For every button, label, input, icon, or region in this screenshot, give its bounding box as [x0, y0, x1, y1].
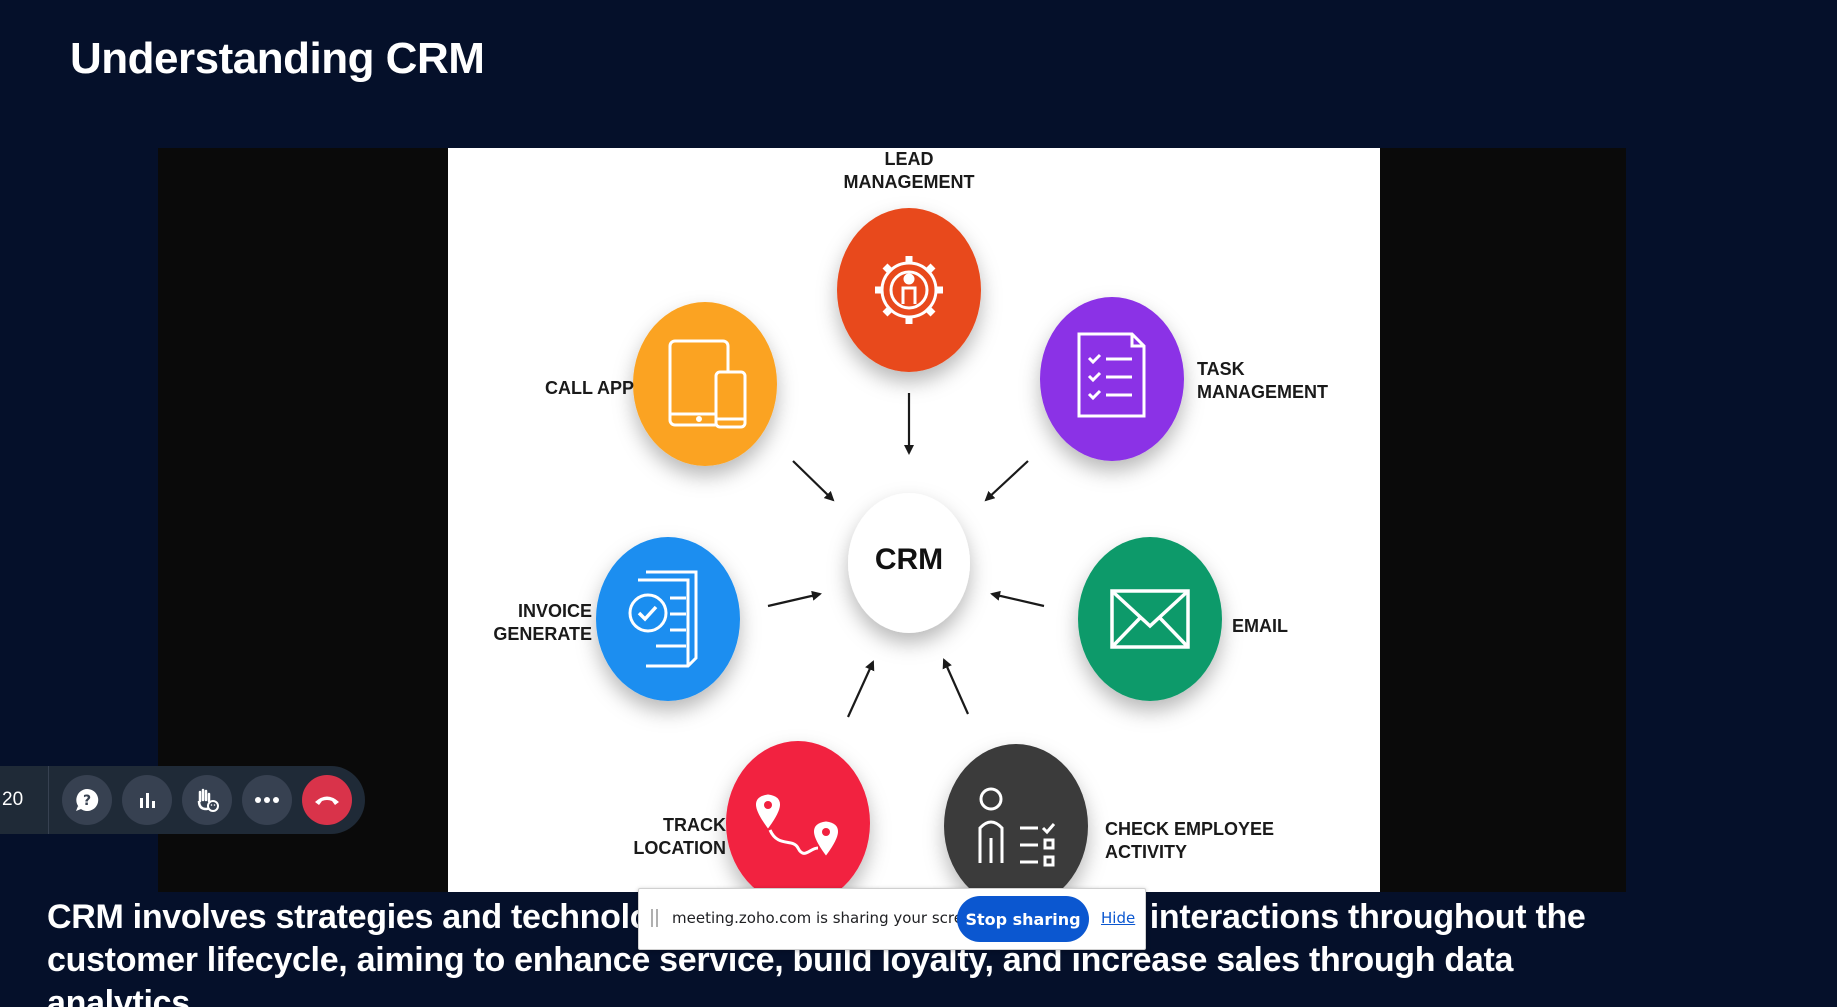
call-app-label: CALL APP: [544, 378, 634, 398]
arrow-invoice: [767, 590, 822, 608]
envelope-icon: [1110, 589, 1190, 649]
poll-icon: [140, 793, 155, 808]
more-icon: [255, 797, 279, 803]
invoice-check-icon: [628, 570, 698, 668]
track-location-node: [726, 741, 870, 892]
share-message: meeting.zoho.com is sharing your screen.: [672, 909, 987, 927]
crm-diagram-graphic: [596, 208, 1222, 892]
help-button[interactable]: ?: [62, 775, 112, 825]
arrow-call: [792, 460, 835, 502]
hide-link[interactable]: Hide: [1101, 909, 1136, 927]
call-app-node: [633, 302, 777, 466]
meeting-timer: 20: [0, 766, 49, 834]
end-call-button[interactable]: [302, 775, 352, 825]
arrow-email: [990, 590, 1045, 608]
crm-center-node: [848, 493, 970, 633]
invoice-generate-label: INVOICE GENERATE: [493, 601, 592, 644]
end-call-icon: [315, 796, 339, 805]
more-options-button[interactable]: [242, 775, 292, 825]
check-employee-activity-label: CHECK EMPLOYEE ACTIVITY: [1105, 819, 1275, 862]
crm-center-label: CRM: [874, 543, 944, 576]
devices-icon: [668, 339, 747, 429]
screen-share-bar: meeting.zoho.com is sharing your screen.…: [638, 888, 1146, 950]
lead-management-label: LEAD MANAGEMENT: [843, 149, 975, 192]
person-checklist-icon: [978, 787, 1056, 867]
email-node: [1078, 537, 1222, 701]
invoice-generate-node: [596, 537, 740, 701]
arrow-employee: [942, 658, 970, 715]
arrow-task: [984, 460, 1029, 502]
check-employee-activity-node: [944, 744, 1088, 892]
stop-sharing-button[interactable]: Stop sharing: [957, 896, 1089, 942]
meeting-controls: 20 ?: [0, 766, 365, 834]
lead-management-node: [837, 208, 981, 372]
poll-button[interactable]: [122, 775, 172, 825]
slide-title: Understanding CRM: [70, 34, 485, 83]
map-route-icon: [756, 794, 838, 856]
raise-hand-icon: [197, 788, 219, 812]
gear-person-icon: [875, 256, 943, 324]
task-management-label: TASK MANAGEMENT: [1197, 359, 1328, 402]
email-label: EMAIL: [1232, 616, 1288, 636]
task-management-node: [1040, 297, 1184, 461]
help-icon: ?: [76, 788, 99, 811]
checklist-icon: [1077, 332, 1146, 418]
raise-hand-button[interactable]: [182, 775, 232, 825]
crm-diagram: CRM LEAD MANAGEMENT TASK MANAGEMENT EMAI…: [448, 148, 1380, 892]
drag-handle-icon[interactable]: [651, 909, 659, 927]
arrow-track: [846, 660, 875, 718]
track-location-label: TRACK LOCATION: [633, 815, 726, 858]
svg-text:?: ?: [83, 793, 91, 809]
